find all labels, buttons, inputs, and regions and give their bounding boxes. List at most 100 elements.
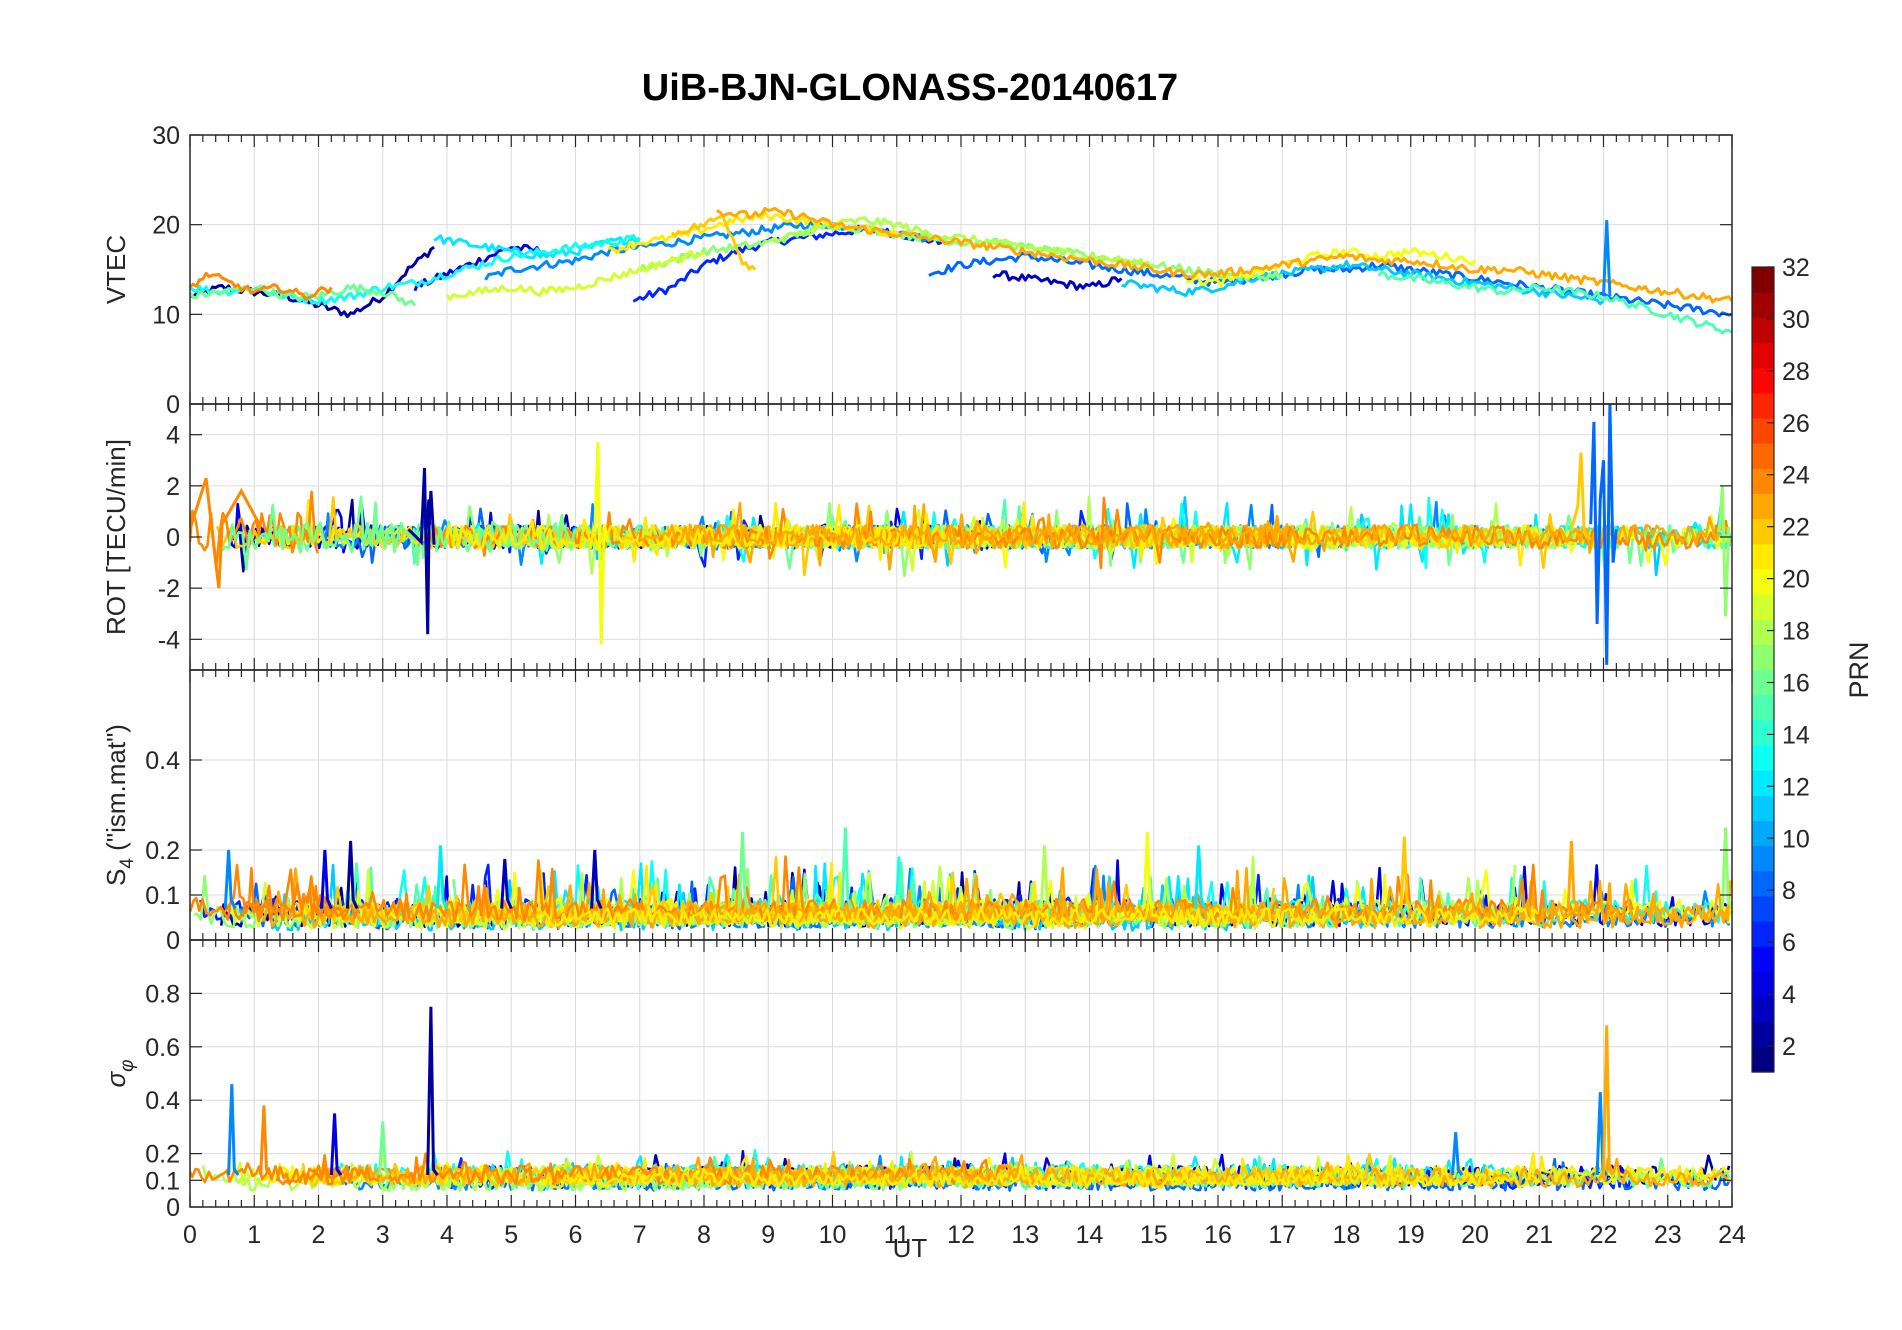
- x-tick-label: 16: [1204, 1221, 1232, 1249]
- colorbar-swatch: [1752, 694, 1774, 721]
- peak-prn-18: [1039, 845, 1053, 910]
- panel-4: 00.10.2 0.4 0.6 0.8 σφ: [101, 939, 1733, 1222]
- y-tick-label: 10: [152, 301, 180, 329]
- y-tick-labels: 0 0.1 0.2 0.4: [145, 747, 180, 955]
- x-tick-label: 17: [1268, 1221, 1296, 1249]
- rot-spike-prn-24: [190, 477, 263, 589]
- y-tick-label: 0.2: [145, 837, 180, 865]
- panel-1: 0 10 20 30 VTEC: [101, 122, 1733, 419]
- peak-prn-22: [1399, 836, 1413, 910]
- colorbar-tick-label: 28: [1782, 358, 1810, 386]
- colorbar-swatch: [1752, 644, 1774, 671]
- x-tick-label: 10: [819, 1221, 847, 1249]
- colorbar-swatch: [1752, 518, 1774, 545]
- panel-2: -4 -2 0 2 4 ROT [TECU/min]: [101, 403, 1733, 671]
- x-tick-label: 24: [1718, 1221, 1746, 1249]
- y-tick-label: 0: [166, 524, 180, 552]
- y-tick-label: 0: [166, 1194, 180, 1222]
- x-tick-label: 5: [504, 1221, 518, 1249]
- peak-prn-4: [320, 849, 333, 910]
- peak-prn-9: [1451, 1132, 1464, 1176]
- colorbar-swatch: [1752, 267, 1774, 293]
- colorbar-tick-label: 10: [1782, 825, 1810, 853]
- peak-prn-2: [426, 1006, 439, 1176]
- peak-prn-16: [378, 1121, 391, 1176]
- x-tick-label: 1: [247, 1221, 261, 1249]
- colorbar-swatch: [1752, 342, 1774, 369]
- colorbar-swatch: [1752, 493, 1774, 520]
- y-axis-label: ROT [TECU/min]: [101, 439, 131, 635]
- y-tick-label: 0.6: [145, 1034, 180, 1062]
- x-tick-label: 15: [1140, 1221, 1168, 1249]
- x-tick-label: 0: [183, 1221, 197, 1249]
- colorbar-swatch: [1752, 1046, 1774, 1073]
- x-tick-labels: 0 1 2 3 4 5 6 7 8 9 10 11 12 13 14 15 16 17 18 19 20 21 22 23 24: [183, 1221, 1746, 1249]
- vtec-trace-prn-15: [1377, 270, 1732, 335]
- y-tick-label: 0.1: [145, 1167, 180, 1195]
- vtec-trace-prn-22: [670, 215, 757, 271]
- x-tick-label: 4: [440, 1221, 454, 1249]
- vtec-trace-prn-23: [716, 206, 1732, 304]
- y-tick-label: 20: [152, 212, 180, 240]
- peak-prn-2: [345, 840, 359, 910]
- colorbar-swatch: [1752, 543, 1774, 570]
- x-tick-label: 8: [697, 1221, 711, 1249]
- y-tick-label: 2: [166, 473, 180, 501]
- x-tick-label: 12: [947, 1221, 975, 1249]
- colorbar-swatch: [1752, 317, 1774, 344]
- vtec-trace-prn-24: [190, 271, 333, 301]
- x-tick-label: 2: [312, 1221, 326, 1249]
- colorbar-swatch: [1752, 770, 1774, 796]
- peak-prn-24: [259, 1105, 272, 1176]
- y-tick-label: -2: [158, 575, 180, 603]
- x-ticks: [189, 670, 1733, 940]
- x-tick-label: 7: [633, 1221, 647, 1249]
- chart-title: UiB-BJN-GLONASS-20140617: [642, 67, 1178, 109]
- colorbar-tick-label: 2: [1782, 1033, 1796, 1061]
- rot-spike-prn-20: [593, 442, 610, 645]
- trace-prn-16: [221, 495, 576, 571]
- colorbar-swatch: [1752, 971, 1774, 998]
- x-tick-label: 22: [1590, 1221, 1618, 1249]
- trace-prn-21: [542, 1163, 1540, 1189]
- colorbar-swatch: [1752, 719, 1774, 746]
- y-axis-label: VTEC: [101, 235, 131, 304]
- colorbar-swatch: [1752, 1021, 1774, 1048]
- colorbar-swatch: [1752, 895, 1774, 922]
- colorbar-tick-label: 6: [1782, 929, 1796, 957]
- peak-prn-15: [840, 827, 854, 910]
- colorbar-tick-label: 8: [1782, 877, 1796, 905]
- colorbar-swatch: [1752, 921, 1774, 947]
- colorbar-swatch: [1752, 619, 1774, 645]
- peak-prn-23: [1602, 1025, 1615, 1176]
- colorbar-tick-label: 22: [1782, 514, 1810, 542]
- peak-prn-9: [223, 849, 237, 910]
- rot-spike-prn-22: [1569, 452, 1592, 541]
- vtec-spike: [1602, 220, 1612, 297]
- colorbar-swatch: [1752, 996, 1774, 1023]
- y-tick-label: 4: [166, 422, 180, 450]
- plot-area: [190, 827, 1732, 932]
- plot-area: [190, 404, 1732, 665]
- x-ticks: [189, 135, 1733, 404]
- x-tick-label: 21: [1525, 1221, 1553, 1249]
- y-tick-label: 0: [166, 391, 180, 419]
- colorbar-swatch: [1752, 468, 1774, 495]
- colorbar-tick-label: 24: [1782, 462, 1810, 490]
- x-tick-label: 20: [1461, 1221, 1489, 1249]
- rot-spike-prn-2: [407, 467, 436, 635]
- peak-prn-3: [500, 858, 513, 910]
- colorbar-tick-label: 14: [1782, 721, 1810, 749]
- trace-prn-24: [190, 863, 351, 921]
- rot-spike-prn-17: [1717, 485, 1731, 617]
- colorbar-swatch: [1752, 845, 1774, 872]
- colorbar-label: PRN: [1844, 641, 1874, 698]
- peak-prn-12: [435, 845, 449, 910]
- colorbar-swatch: [1752, 367, 1774, 394]
- vtec-trace-prn-21: [607, 211, 898, 255]
- x-ticks: [189, 404, 1733, 670]
- vtec-trace-prn-11: [1121, 259, 1605, 306]
- colorbar-tick-label: 12: [1782, 773, 1810, 801]
- x-tick-label: 13: [1011, 1221, 1039, 1249]
